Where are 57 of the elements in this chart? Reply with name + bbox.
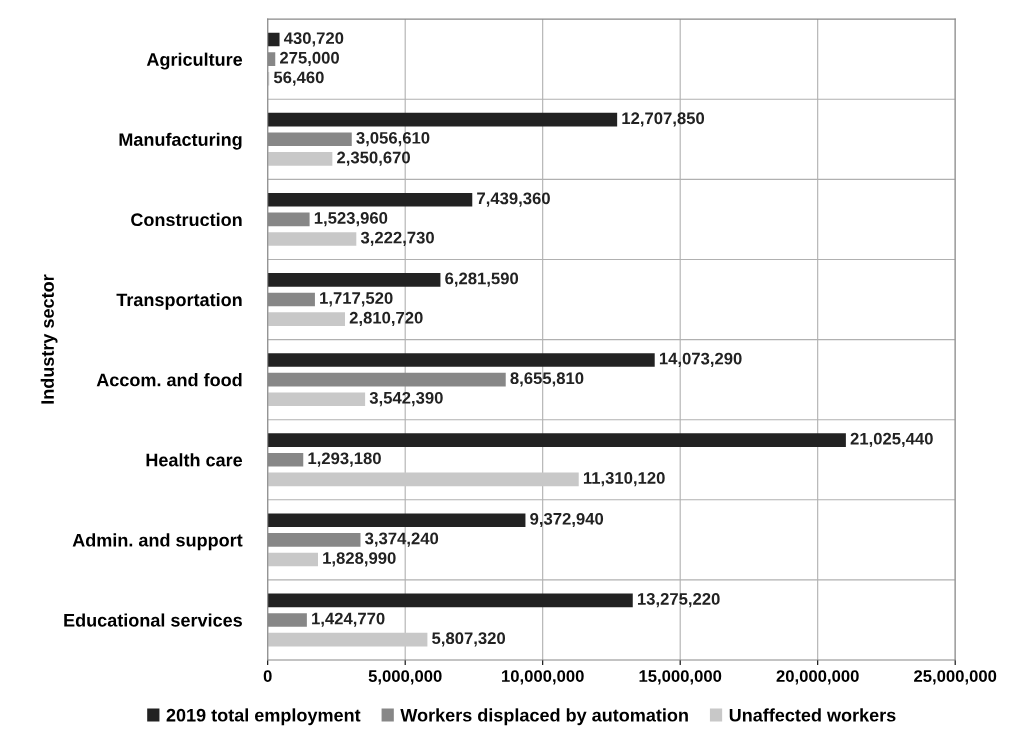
data-label: 9,372,940 <box>530 512 604 528</box>
data-label: 8,655,810 <box>510 372 584 387</box>
data-label: 1,523,960 <box>314 212 388 227</box>
data-label: 3,056,610 <box>356 131 430 147</box>
bar <box>267 433 846 447</box>
data-label: 1,717,520 <box>320 292 393 307</box>
x-tick-label: 0 <box>263 670 272 682</box>
y-tick-label: Educational services <box>64 613 242 627</box>
y-tick-label: Construction <box>131 212 242 227</box>
data-label: 21,025,440 <box>850 432 933 447</box>
y-tick-label: Manufacturing <box>119 132 242 150</box>
bar <box>267 232 357 246</box>
bar <box>267 632 428 647</box>
data-label: 5,807,320 <box>432 632 506 647</box>
bar <box>267 152 333 166</box>
y-tick-label: Accom. and food <box>96 373 242 387</box>
data-label: 2,810,720 <box>349 311 423 327</box>
legend-label: Unaffected workers <box>729 708 896 722</box>
x-tick-label: 10,000,000 <box>502 670 584 685</box>
y-tick-label: Admin. and support <box>72 533 243 551</box>
bar <box>267 192 473 207</box>
x-tick-label: 20,000,000 <box>776 670 859 685</box>
bar <box>267 312 345 326</box>
data-label: 1,293,180 <box>308 452 381 467</box>
legend-label: Workers displaced by automation <box>400 708 688 726</box>
bar <box>267 552 318 567</box>
data-label: 3,542,390 <box>369 391 443 407</box>
y-tick-label: Agriculture <box>146 52 243 70</box>
x-tick-label: 15,000,000 <box>639 670 722 685</box>
data-label: 11,310,120 <box>583 472 665 487</box>
bar <box>267 392 366 407</box>
data-label: 2,350,670 <box>337 151 410 166</box>
x-tick-label: 5,000,000 <box>368 670 442 685</box>
data-label: 1,424,770 <box>312 612 385 627</box>
legend-label: 2019 total employment <box>166 708 361 726</box>
x-tick-label: 25,000,000 <box>914 670 997 685</box>
bar <box>267 353 655 367</box>
bar <box>267 32 280 47</box>
data-label: 13,275,220 <box>637 593 720 608</box>
bar <box>267 273 441 287</box>
data-label: 12,707,850 <box>622 112 705 127</box>
data-label: 1,828,990 <box>323 552 396 567</box>
bar <box>267 472 579 487</box>
data-label: 3,374,240 <box>365 532 439 547</box>
data-label: 430,720 <box>283 32 344 47</box>
bar <box>267 513 526 528</box>
data-label: 275,000 <box>280 51 339 67</box>
data-label: 6,281,590 <box>445 272 519 287</box>
data-label: 56,460 <box>273 71 324 86</box>
bar <box>267 593 633 608</box>
data-label: 3,222,730 <box>360 231 434 246</box>
y-tick-label: Transportation <box>116 292 242 310</box>
y-axis-title: Industry sector <box>40 274 58 404</box>
data-label: 14,073,290 <box>659 352 742 367</box>
y-tick-label: Health care <box>146 453 243 467</box>
bar <box>267 112 618 127</box>
data-label: 7,439,360 <box>477 192 550 207</box>
